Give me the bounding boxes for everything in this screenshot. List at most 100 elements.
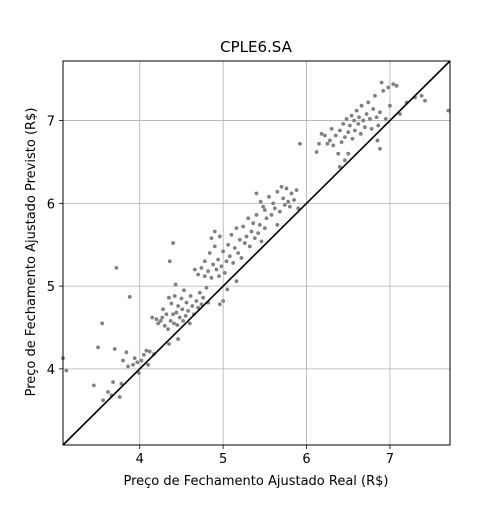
x-tick-label: 5 xyxy=(219,452,227,467)
data-point xyxy=(117,395,122,399)
data-point xyxy=(160,315,165,320)
data-point xyxy=(374,115,379,120)
data-point xyxy=(101,398,105,403)
data-point xyxy=(281,196,286,201)
data-point xyxy=(171,241,175,245)
data-point xyxy=(212,229,217,234)
data-point xyxy=(289,191,294,196)
data-point xyxy=(167,259,172,264)
data-point xyxy=(254,191,259,196)
data-point xyxy=(172,294,177,298)
data-point xyxy=(371,107,376,111)
data-point xyxy=(126,364,130,369)
data-point xyxy=(378,110,382,115)
data-point xyxy=(398,112,402,116)
chart-title: CPLE6.SA xyxy=(220,38,292,56)
data-point xyxy=(131,362,135,367)
y-tick-label: 6 xyxy=(47,197,55,212)
data-point xyxy=(368,117,372,121)
data-point xyxy=(319,131,324,136)
data-point xyxy=(317,141,321,146)
x-tick-label: 6 xyxy=(302,452,310,467)
data-point xyxy=(339,140,344,145)
data-point xyxy=(219,264,224,269)
y-tick-label: 7 xyxy=(47,115,55,130)
data-point xyxy=(144,348,149,353)
data-point xyxy=(381,88,386,93)
data-point xyxy=(348,123,352,128)
data-point xyxy=(352,118,356,123)
data-point xyxy=(236,251,241,255)
data-point xyxy=(147,349,152,354)
data-point xyxy=(247,244,252,249)
data-point xyxy=(275,189,280,194)
data-point xyxy=(169,301,174,306)
data-point xyxy=(209,275,214,280)
data-point xyxy=(275,222,280,227)
data-point xyxy=(167,295,171,300)
data-point xyxy=(161,307,165,312)
data-point xyxy=(199,302,204,307)
data-point xyxy=(292,198,296,202)
data-point xyxy=(264,216,269,221)
data-point xyxy=(176,337,180,341)
y-axis-label: Preço de Fechamento Ajustado Previsto (R… xyxy=(24,108,39,397)
data-point xyxy=(343,135,347,140)
data-point xyxy=(174,310,179,315)
data-point xyxy=(217,234,222,239)
data-point xyxy=(204,285,209,290)
data-point xyxy=(114,265,119,270)
data-point xyxy=(376,123,381,128)
data-point xyxy=(361,118,366,123)
data-point xyxy=(297,141,302,146)
grid xyxy=(63,61,450,445)
data-point xyxy=(325,141,330,146)
data-point xyxy=(209,236,214,241)
data-point xyxy=(346,130,351,135)
data-point xyxy=(356,121,361,126)
data-point xyxy=(202,274,207,279)
data-point xyxy=(196,305,201,310)
data-point xyxy=(286,199,291,204)
data-point xyxy=(202,259,207,264)
data-point xyxy=(261,204,266,209)
data-point xyxy=(221,249,226,254)
data-point xyxy=(106,390,110,394)
data-point xyxy=(216,257,221,262)
axis-ticks: 4 5 6 7 4 5 6 7 xyxy=(47,115,394,467)
data-point xyxy=(206,269,211,274)
data-point xyxy=(378,146,382,151)
data-point xyxy=(423,98,427,103)
plot-frame xyxy=(62,60,451,446)
data-point xyxy=(256,231,261,236)
data-point xyxy=(229,232,234,237)
data-point xyxy=(184,300,189,305)
data-point xyxy=(254,213,259,217)
data-point xyxy=(156,321,160,326)
data-point xyxy=(354,108,359,113)
data-point xyxy=(373,93,377,98)
data-point xyxy=(419,93,424,98)
data-point xyxy=(446,108,451,113)
data-point xyxy=(322,133,327,138)
data-points xyxy=(61,80,451,403)
data-point xyxy=(176,304,180,308)
data-point xyxy=(96,345,100,350)
data-point xyxy=(224,259,229,264)
data-point xyxy=(294,188,299,193)
data-point xyxy=(132,356,137,361)
data-point xyxy=(388,103,392,108)
data-point xyxy=(181,318,186,323)
data-point xyxy=(353,128,357,133)
data-point xyxy=(212,244,217,249)
data-point xyxy=(386,85,391,90)
data-point xyxy=(344,117,349,121)
x-axis-label: Preço de Fechamento Ajustado Real (R$) xyxy=(123,474,388,489)
data-point xyxy=(259,239,264,244)
data-point xyxy=(336,151,341,156)
data-point xyxy=(171,312,175,317)
data-point xyxy=(207,251,212,255)
data-point xyxy=(194,299,199,303)
data-point xyxy=(183,313,188,318)
